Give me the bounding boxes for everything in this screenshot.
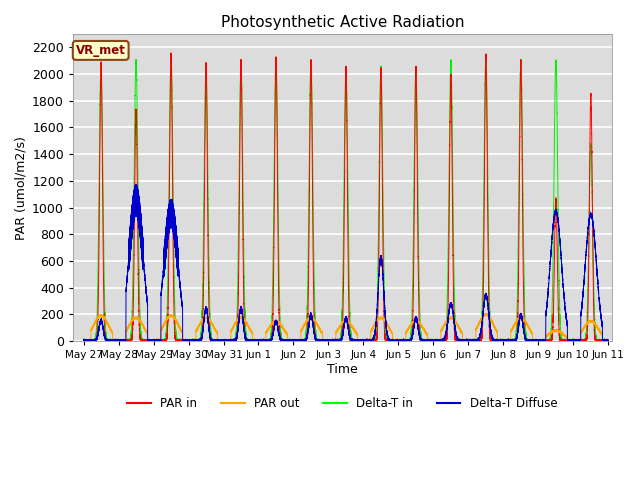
Legend: PAR in, PAR out, Delta-T in, Delta-T Diffuse: PAR in, PAR out, Delta-T in, Delta-T Dif… [123, 393, 562, 415]
Y-axis label: PAR (umol/m2/s): PAR (umol/m2/s) [15, 136, 28, 240]
Title: Photosynthetic Active Radiation: Photosynthetic Active Radiation [221, 15, 464, 30]
X-axis label: Time: Time [327, 363, 358, 376]
Text: VR_met: VR_met [76, 44, 125, 57]
